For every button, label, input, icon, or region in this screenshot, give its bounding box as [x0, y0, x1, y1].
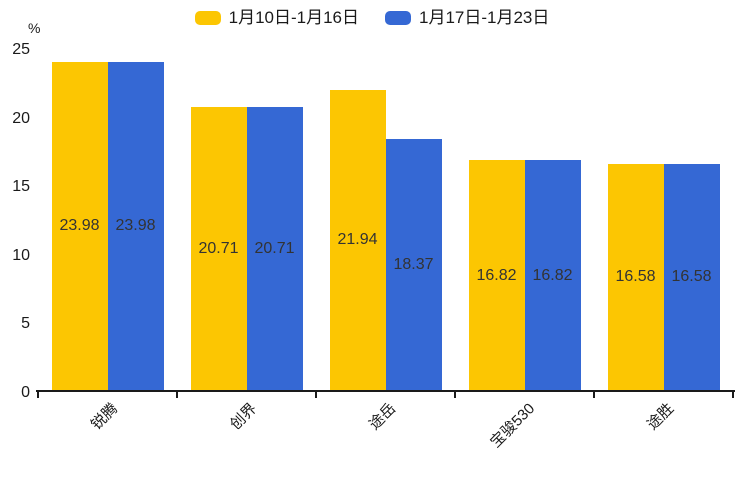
- bar-途胜-series-1: [663, 163, 720, 391]
- y-tick-label: 20: [12, 109, 30, 127]
- bar-value-label: 16.58: [615, 268, 656, 286]
- bar-value-label: 16.82: [476, 266, 517, 284]
- bar-value-label: 21.94: [337, 231, 378, 249]
- category-label-1: 锐腾: [88, 400, 122, 434]
- category-label-5: 途胜: [644, 400, 678, 434]
- x-tick-mark: [593, 392, 595, 398]
- bar-value-label: 20.71: [254, 239, 295, 257]
- bar-value-label: 16.58: [671, 268, 712, 286]
- bar-宝骏530-series-1: [524, 160, 581, 391]
- y-axis-unit-label: %: [28, 20, 41, 36]
- y-tick-label: 10: [12, 246, 30, 264]
- bar-value-label: 20.71: [198, 239, 239, 257]
- x-tick-mark: [37, 392, 39, 398]
- x-tick-mark: [176, 392, 178, 398]
- x-tick-mark: [315, 392, 317, 398]
- legend-swatch-icon: [385, 11, 411, 25]
- legend-swatch-icon: [194, 11, 221, 25]
- bar-锐腾-series-0: [51, 61, 108, 391]
- bar-途胜-series-0: [607, 163, 664, 391]
- bar-创界-series-0: [190, 106, 247, 391]
- x-tick-mark: [454, 392, 456, 398]
- y-tick-label: 0: [21, 384, 30, 401]
- y-tick-label: 25: [12, 41, 30, 58]
- category-label-4: 宝骏530: [487, 400, 539, 452]
- bar-锐腾-series-1: [107, 61, 164, 391]
- legend-item-1: 1月17日-1月23日: [385, 8, 549, 28]
- bar-途岳-series-1: [385, 138, 442, 391]
- legend: 1月10日-1月16日 1月17日-1月23日: [0, 8, 744, 28]
- x-axis-line: [36, 390, 735, 392]
- y-tick-label: 15: [12, 178, 30, 196]
- bar-创界-series-1: [246, 106, 303, 391]
- bar-途岳-series-0: [329, 89, 386, 391]
- legend-item-0: 1月10日-1月16日: [194, 8, 359, 28]
- bar-value-label: 23.98: [59, 217, 100, 235]
- category-label-2: 创界: [227, 400, 261, 434]
- legend-label: 1月17日-1月23日: [419, 8, 550, 27]
- legend-label: 1月10日-1月16日: [228, 8, 359, 27]
- bar-value-label: 18.37: [393, 255, 434, 273]
- bar-宝骏530-series-0: [468, 160, 525, 391]
- x-tick-mark: [732, 392, 734, 398]
- bar-value-label: 23.98: [115, 217, 156, 235]
- bar-value-label: 16.82: [532, 266, 573, 284]
- y-tick-label: 5: [21, 315, 30, 333]
- category-label-3: 途岳: [366, 400, 400, 434]
